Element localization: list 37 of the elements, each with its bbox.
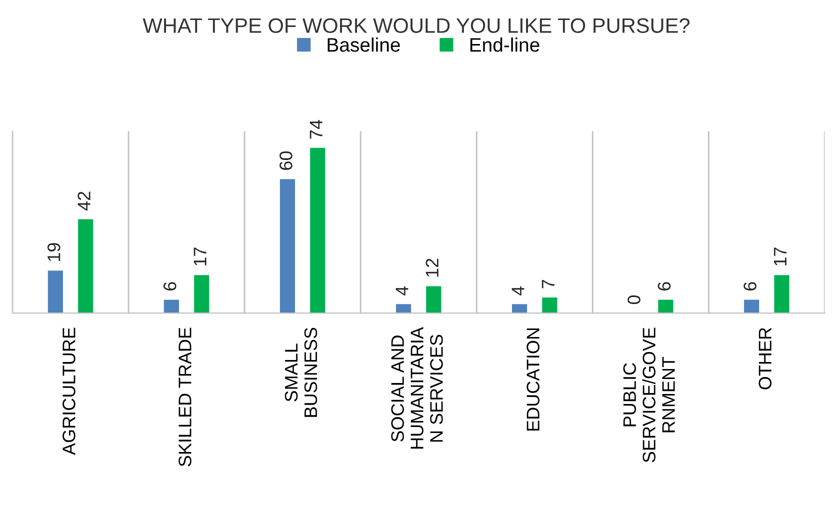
bar	[512, 304, 528, 314]
bar	[774, 275, 790, 314]
chart-title: WHAT TYPE OF WORK WOULD YOU LIKE TO PURSUE?	[142, 18, 690, 33]
data-label: 7	[542, 280, 554, 288]
data-label: 42	[78, 192, 90, 211]
bar	[744, 300, 760, 314]
legend-label: Baseline	[328, 38, 400, 52]
x-tick-label: SMALL BUSINESS	[284, 328, 318, 417]
bar	[78, 219, 94, 314]
x-tick-label: AGRICULTURE	[62, 328, 76, 456]
x-tick-label: SOCIAL AND HUMANITARIA N SERVICES	[391, 327, 443, 449]
legend-label: End-line	[470, 38, 540, 52]
data-label: 6	[658, 282, 671, 290]
bar	[164, 300, 179, 314]
data-label: 4	[512, 286, 524, 296]
data-label: 17	[774, 248, 786, 266]
data-label: 6	[744, 282, 756, 290]
bar	[194, 275, 210, 314]
data-label: 4	[396, 286, 408, 296]
data-label: 12	[426, 258, 438, 277]
x-tick-label: EDUCATION	[526, 328, 540, 431]
bar	[542, 297, 558, 314]
data-label: 17	[194, 248, 206, 266]
x-tick-label: SKILLED TRADE	[178, 328, 192, 466]
data-label: 0	[628, 295, 640, 304]
bar	[658, 300, 674, 314]
x-tick-label: PUBLIC SERVICE/GOVE RNMENT	[623, 328, 675, 462]
bar	[310, 148, 326, 314]
data-label: 19	[47, 243, 60, 261]
bar	[48, 270, 63, 314]
bar	[426, 286, 442, 314]
data-label: 74	[310, 120, 322, 139]
data-label: 60	[280, 151, 292, 170]
bar	[396, 304, 412, 314]
bar	[280, 179, 296, 314]
data-label: 6	[164, 282, 176, 290]
x-tick-label: OTHER	[758, 328, 772, 390]
